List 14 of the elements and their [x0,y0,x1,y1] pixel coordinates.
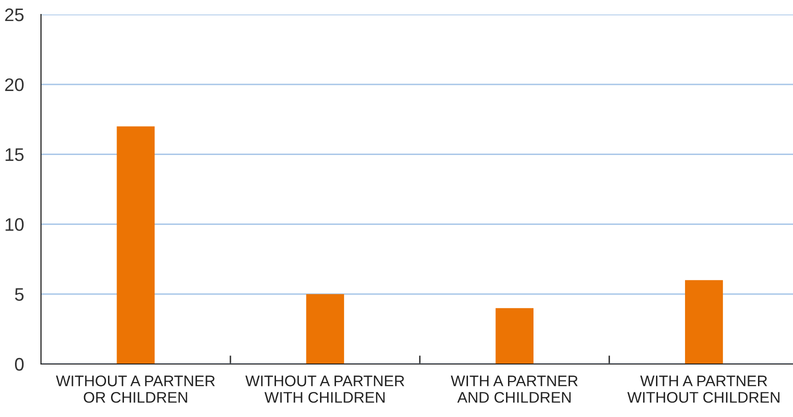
y-tick-label: 25 [5,8,24,22]
x-tick-label: WITHOUT A PARTNER WITH CHILDREN [245,376,404,403]
y-tick-label: 5 [15,288,24,301]
y-tick-label: 15 [6,148,24,162]
x-tick-label: WITH A PARTNER AND CHILDREN [450,376,578,403]
bar [685,280,723,364]
y-tick-label: 20 [5,78,24,92]
y-tick-label: 10 [6,218,24,231]
x-tick-label: WITH A PARTNER WITHOUT CHILDREN [627,376,780,403]
bar [116,126,155,364]
bar [306,294,344,364]
bar [496,308,534,364]
y-tick-label: 0 [15,358,24,371]
x-tick-label: WITHOUT A PARTNER OR CHILDREN [56,376,215,403]
